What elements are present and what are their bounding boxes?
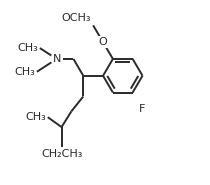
Text: F: F <box>139 104 146 114</box>
Text: N: N <box>52 54 61 64</box>
Text: CH₃: CH₃ <box>14 67 35 77</box>
Text: O: O <box>99 37 107 47</box>
Text: CH₂CH₃: CH₂CH₃ <box>41 149 82 159</box>
Text: CH₃: CH₃ <box>25 112 46 122</box>
Text: CH₃: CH₃ <box>17 43 38 53</box>
Text: OCH₃: OCH₃ <box>62 13 91 23</box>
